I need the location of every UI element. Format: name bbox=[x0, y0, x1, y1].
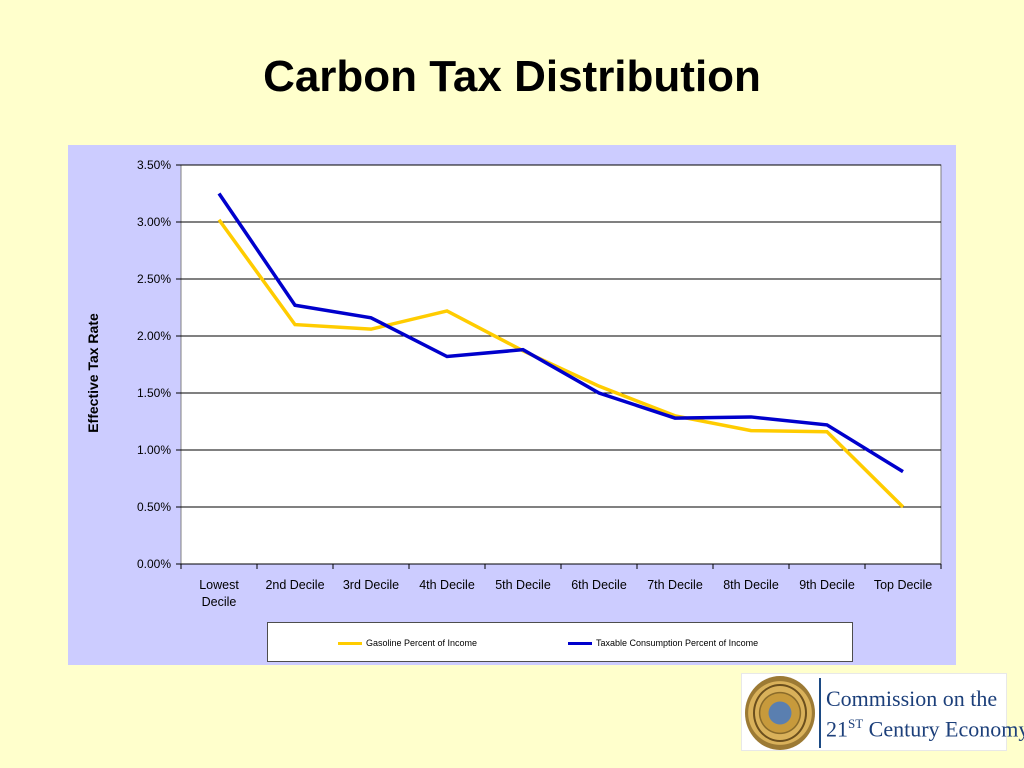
y-tick-label: 0.50% bbox=[137, 500, 171, 514]
chart-legend: Gasoline Percent of Income Taxable Consu… bbox=[267, 622, 853, 662]
slide-title: Carbon Tax Distribution bbox=[263, 52, 761, 101]
x-tick-label: Lowest Decile bbox=[199, 578, 239, 609]
y-tick-label: 3.00% bbox=[137, 215, 171, 229]
y-tick-label: 0.00% bbox=[137, 557, 171, 571]
logo-text-line2: 21ST Century Economy bbox=[826, 716, 1024, 742]
plot-area bbox=[180, 164, 942, 565]
y-tick-label: 1.00% bbox=[137, 443, 171, 457]
x-tick-label: 2nd Decile bbox=[265, 578, 324, 592]
x-tick-label: 3rd Decile bbox=[343, 578, 399, 592]
y-tick-label: 1.50% bbox=[137, 386, 171, 400]
legend-label-consumption: Taxable Consumption Percent of Income bbox=[596, 638, 759, 648]
commission-logo: Commission on the 21ST Century Economy bbox=[741, 673, 1024, 751]
x-tick-label: 5th Decile bbox=[495, 578, 551, 592]
y-axis-title: Effective Tax Rate bbox=[85, 313, 101, 433]
x-tick-label: 8th Decile bbox=[723, 578, 779, 592]
y-tick-label: 2.50% bbox=[137, 272, 171, 286]
logo-divider bbox=[819, 678, 821, 748]
california-state-seal-icon bbox=[745, 676, 815, 750]
x-tick-label: 7th Decile bbox=[647, 578, 703, 592]
legend-swatch-gasoline bbox=[338, 641, 362, 645]
x-tick-label: 6th Decile bbox=[571, 578, 627, 592]
x-tick-label: 9th Decile bbox=[799, 578, 855, 592]
logo-text-line1: Commission on the bbox=[826, 686, 998, 711]
series-line-consumption bbox=[217, 192, 904, 474]
x-tick-label: Top Decile bbox=[874, 578, 932, 592]
legend-swatch-consumption bbox=[568, 641, 592, 645]
y-tick-label: 2.00% bbox=[137, 329, 171, 343]
legend-item-consumption: Taxable Consumption Percent of Income bbox=[568, 638, 758, 648]
y-tick-label: 3.50% bbox=[137, 158, 171, 172]
x-tick-label: 4th Decile bbox=[419, 578, 475, 592]
series-line-gasoline bbox=[217, 218, 905, 509]
legend-item-gasoline: Gasoline Percent of Income bbox=[338, 638, 477, 648]
legend-label-gasoline: Gasoline Percent of Income bbox=[366, 638, 478, 648]
